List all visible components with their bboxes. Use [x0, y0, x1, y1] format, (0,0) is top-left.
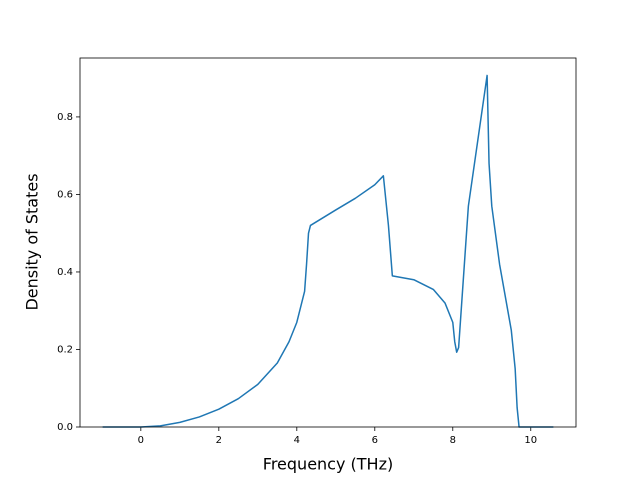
data-line [102, 74, 554, 428]
y-tick-label: 0.0 [57, 422, 73, 433]
x-tick-label: 2 [216, 435, 222, 446]
y-tick-label: 0.2 [57, 344, 73, 355]
x-tick-label: 10 [524, 435, 537, 446]
x-tick-label: 6 [372, 435, 378, 446]
y-axis-label: Density of States [23, 173, 42, 310]
y-tick-label: 0.4 [57, 267, 73, 278]
x-tick-label: 8 [450, 435, 456, 446]
y-tick-label: 0.6 [57, 189, 73, 200]
plot-frame [79, 57, 577, 428]
x-tick-label: 4 [294, 435, 300, 446]
x-tick-label: 0 [138, 435, 144, 446]
x-axis-label: Frequency (THz) [263, 455, 393, 474]
y-tick-label: 0.8 [57, 112, 73, 123]
